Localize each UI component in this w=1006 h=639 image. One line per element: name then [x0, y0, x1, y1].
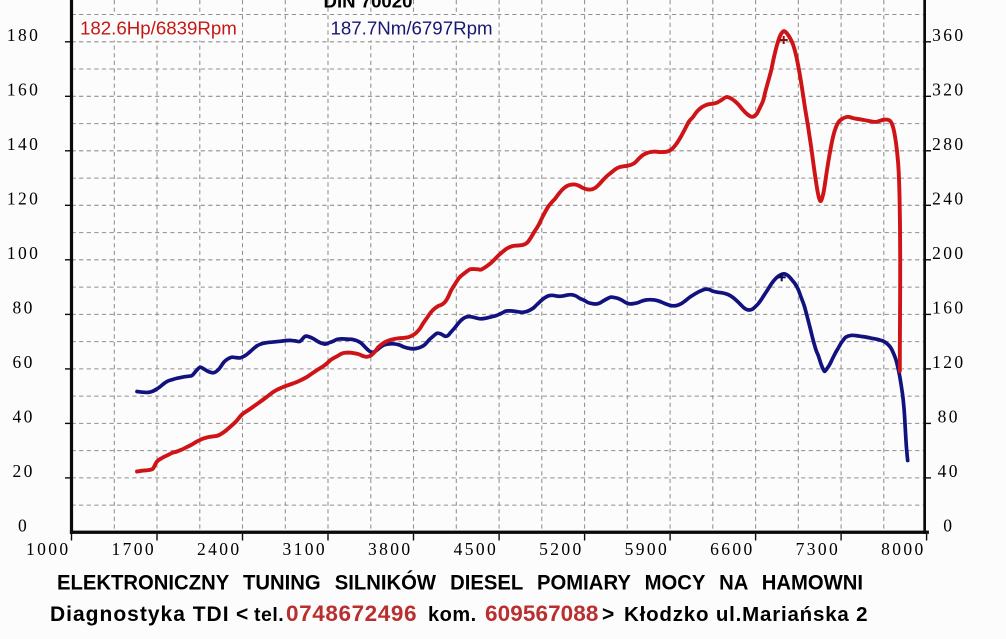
svg-text:80: 80 [938, 407, 960, 427]
svg-text:Diagnostyka TDI: Diagnostyka TDI [50, 603, 230, 626]
svg-text:0: 0 [18, 516, 29, 536]
svg-text:360: 360 [932, 25, 965, 45]
svg-text:180: 180 [7, 25, 40, 45]
svg-text:140: 140 [7, 134, 40, 154]
svg-text:8000: 8000 [881, 539, 926, 559]
svg-text:3800: 3800 [368, 539, 413, 559]
svg-text:7300: 7300 [796, 539, 841, 559]
svg-text:5200: 5200 [539, 539, 584, 559]
svg-text:6600: 6600 [710, 539, 755, 559]
svg-text:20: 20 [12, 461, 34, 481]
svg-text:<: < [236, 603, 248, 626]
svg-text:120: 120 [7, 188, 40, 208]
svg-text:240: 240 [932, 189, 965, 209]
svg-text:187.7Nm/6797Rpm: 187.7Nm/6797Rpm [331, 17, 493, 38]
svg-text:160: 160 [7, 79, 40, 99]
svg-text:2400: 2400 [197, 539, 242, 559]
svg-text:0748672496: 0748672496 [286, 601, 417, 626]
svg-text:280: 280 [932, 134, 965, 154]
svg-text:182.6Hp/6839Rpm: 182.6Hp/6839Rpm [80, 17, 237, 38]
svg-text:160: 160 [932, 298, 965, 318]
svg-text:Kłodzko ul.Mariańska 2: Kłodzko ul.Mariańska 2 [624, 603, 868, 626]
svg-text:DIN 70020: DIN 70020 [324, 0, 413, 12]
svg-text:5900: 5900 [625, 539, 670, 559]
svg-text:kom.: kom. [428, 604, 477, 626]
svg-text:80: 80 [12, 298, 34, 318]
svg-text:tel.: tel. [254, 604, 284, 626]
svg-text:3100: 3100 [282, 539, 327, 559]
svg-text:4500: 4500 [454, 539, 499, 559]
svg-text:1700: 1700 [111, 539, 156, 559]
svg-text:ELEKTRONICZNY TUNING SILNIKÓW: ELEKTRONICZNY TUNING SILNIKÓW DIESEL POM… [57, 570, 863, 595]
svg-text:60: 60 [12, 352, 34, 372]
svg-text:1000: 1000 [26, 539, 71, 559]
svg-text:0: 0 [943, 516, 954, 536]
svg-text:100: 100 [7, 243, 40, 263]
svg-text:>: > [602, 603, 614, 626]
svg-text:200: 200 [932, 243, 965, 263]
svg-text:40: 40 [938, 461, 960, 481]
svg-text:120: 120 [932, 352, 965, 372]
svg-text:320: 320 [932, 80, 965, 100]
svg-text:609567088: 609567088 [485, 601, 599, 626]
svg-text:40: 40 [12, 407, 34, 427]
